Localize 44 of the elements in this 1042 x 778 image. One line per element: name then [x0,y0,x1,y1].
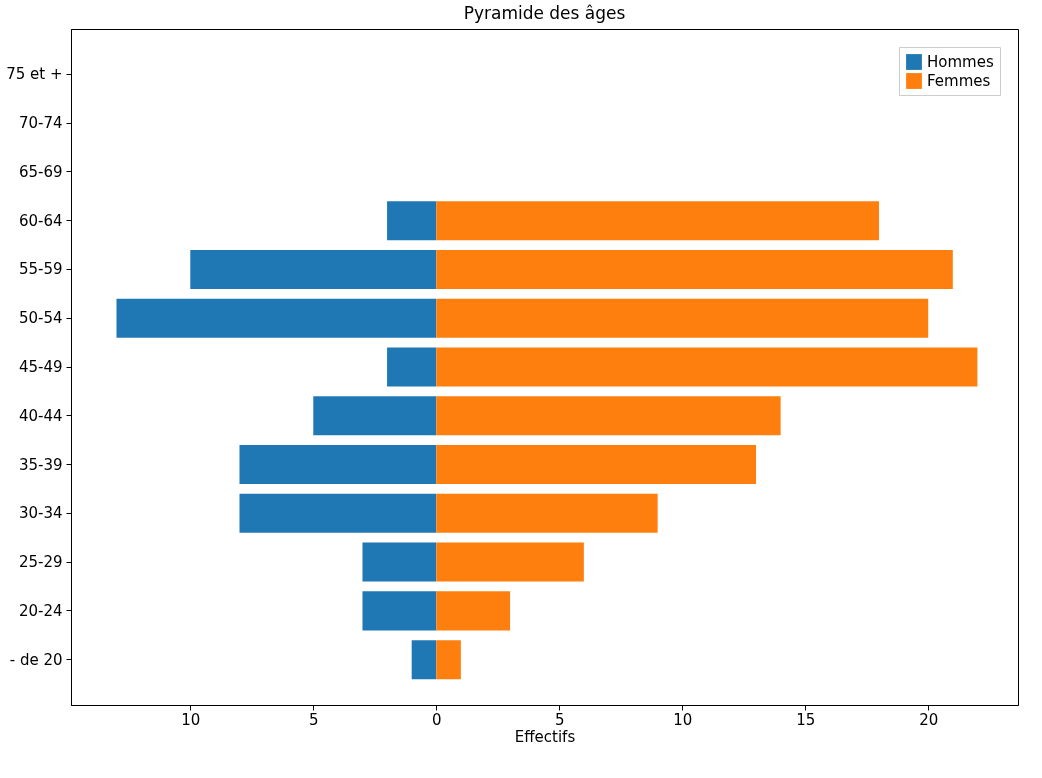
x-tick-label: 10 [181,710,201,729]
y-tick-label: 30-34 [18,504,63,523]
bar [387,347,437,387]
bar [116,298,437,338]
bar [362,542,437,582]
bar [436,249,953,289]
bar [436,298,929,338]
bar [190,249,437,289]
bar [436,347,978,387]
x-tick-label: 10 [673,710,693,729]
y-tick-label: 45-49 [18,358,63,376]
bar [436,396,781,436]
y-tick-label: 60-64 [18,211,63,230]
x-tick-label: 0 [432,710,442,729]
bar [411,640,437,680]
bar [362,591,437,631]
bar [436,493,658,533]
x-tick-label: 5 [554,710,565,729]
y-tick-label: 75 et + [6,65,63,84]
x-tick-label: 20 [919,710,939,729]
bar [436,640,461,680]
y-tick-label: 40-44 [18,406,63,425]
bar [239,445,437,485]
y-tick-label: 25-29 [18,553,63,572]
y-tick-label: 65-69 [18,162,63,181]
y-tick-label: 35-39 [18,455,63,474]
y-tick-label: 70-74 [18,114,63,133]
x-tick-label: 15 [796,710,816,729]
y-tick-label: 55-59 [18,260,63,279]
legend-label: Hommes [927,53,994,71]
y-tick-label: 50-54 [18,309,63,328]
x-axis-title: Effectifs [514,727,576,746]
bar [436,445,757,485]
bar [436,201,880,241]
bar [436,591,511,631]
x-tick-label: 5 [309,710,319,729]
bar [313,396,437,436]
bar [387,201,437,241]
y-tick-label: 20-24 [18,601,63,620]
y-tick-label: - de 20 [9,650,63,669]
legend-label: Femmes [927,72,991,90]
bar [436,542,584,582]
chart-title: Pyramide des âges [463,3,626,23]
bar [239,493,437,533]
